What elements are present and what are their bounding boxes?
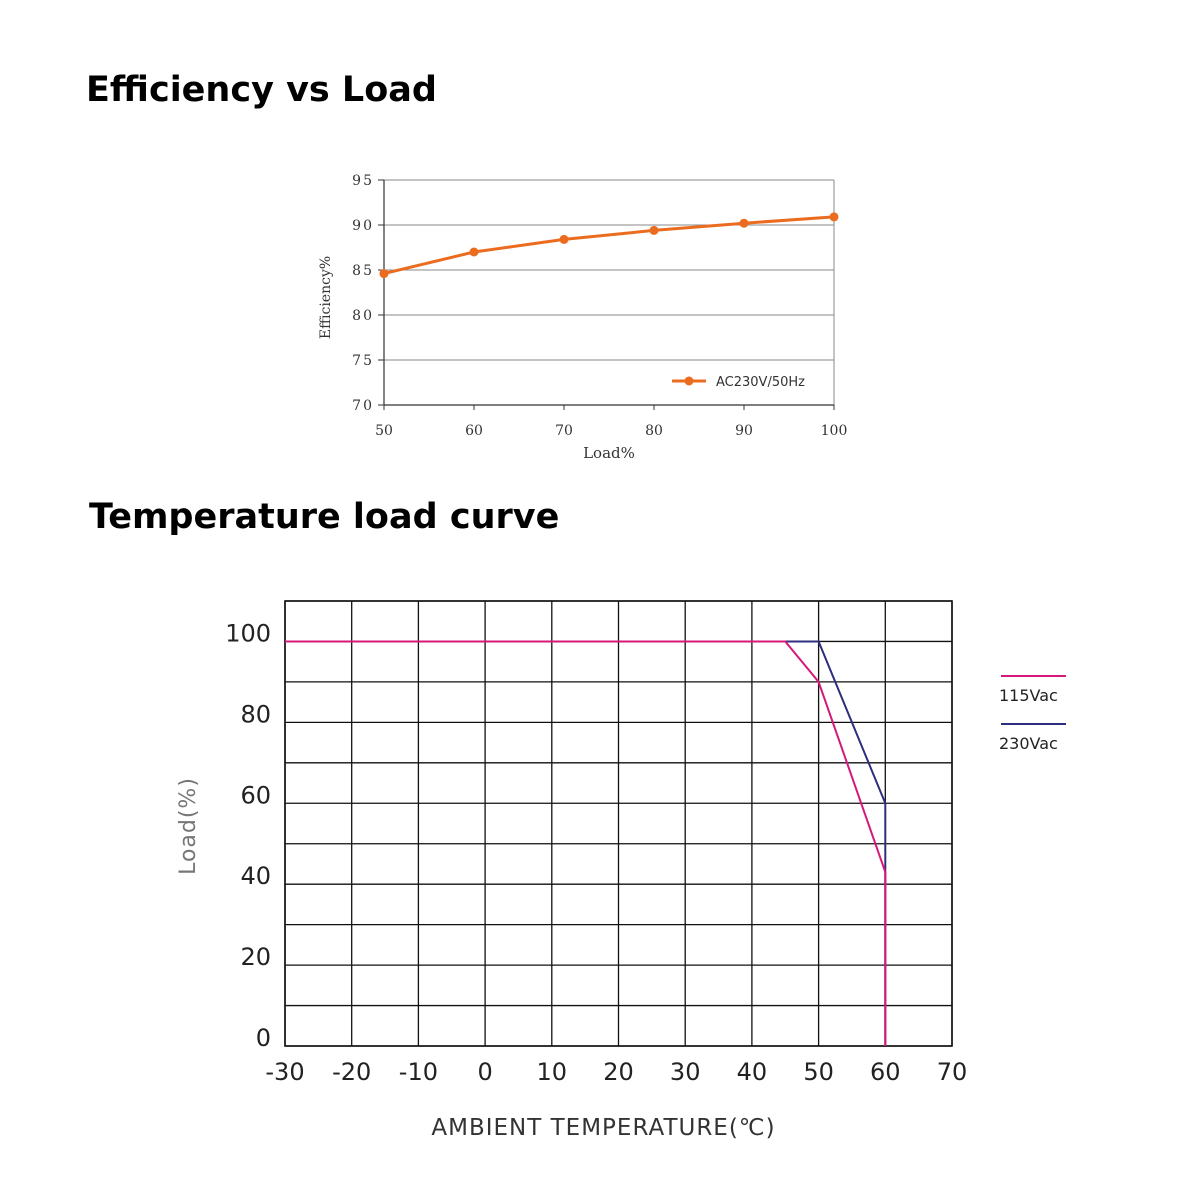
efficiency-y-tick-label: 75 <box>352 353 374 369</box>
efficiency-data-point <box>469 247 479 257</box>
efficiency-data-point <box>829 212 839 222</box>
temperature-x-tick-label: 40 <box>737 1058 768 1086</box>
temperature-legend-label: 230Vac <box>999 734 1058 753</box>
temperature-x-tick-label: 50 <box>803 1058 834 1086</box>
efficiency-legend-marker <box>684 376 694 386</box>
efficiency-y-axis-label: Efficiency% <box>318 256 334 339</box>
temperature-x-tick-label: -20 <box>332 1058 371 1086</box>
efficiency-data-point <box>739 218 749 228</box>
temperature-section-title: Temperature load curve <box>89 497 560 537</box>
efficiency-data-point <box>559 234 569 244</box>
efficiency-x-tick-label: 90 <box>735 423 753 439</box>
temperature-x-tick-label: -10 <box>399 1058 438 1086</box>
efficiency-series-line <box>383 215 835 276</box>
temperature-x-tick-label: 70 <box>937 1058 968 1086</box>
temperature-y-tick-label: 40 <box>240 862 271 890</box>
temperature-x-tick-label: 0 <box>477 1058 492 1086</box>
efficiency-x-tick-label: 80 <box>645 423 663 439</box>
efficiency-legend-label: AC230V/50Hz <box>716 375 805 390</box>
efficiency-section-title: Efficiency vs Load <box>86 70 437 110</box>
efficiency-x-tick-label: 70 <box>555 423 573 439</box>
temperature-x-tick-label: 20 <box>603 1058 634 1086</box>
efficiency-x-tick-label: 60 <box>465 423 483 439</box>
temperature-plot-border <box>284 600 953 1047</box>
efficiency-y-tick-label: 95 <box>352 173 374 189</box>
temperature-x-tick-label: 10 <box>537 1058 568 1086</box>
efficiency-data-point <box>379 269 389 279</box>
temperature-y-tick-label: 20 <box>240 943 271 971</box>
temperature-legend-label: 115Vac <box>999 686 1058 705</box>
efficiency-y-tick-label: 80 <box>352 308 374 324</box>
temperature-y-tick-label: 60 <box>240 781 271 809</box>
temperature-x-axis-label: AMBIENT TEMPERATURE(℃) <box>431 1115 775 1141</box>
temperature-y-tick-label: 80 <box>240 700 271 728</box>
efficiency-y-tick-label: 70 <box>352 398 374 414</box>
efficiency-y-tick-label: 85 <box>352 263 374 279</box>
temperature-x-tick-label: 30 <box>670 1058 701 1086</box>
efficiency-y-tick-label: 90 <box>352 218 374 234</box>
temperature-series-line <box>285 640 887 1046</box>
efficiency-x-tick-label: 100 <box>821 423 848 439</box>
temperature-y-tick-label: 0 <box>256 1024 271 1052</box>
efficiency-x-tick-label: 50 <box>375 423 393 439</box>
temperature-y-tick-label: 100 <box>225 619 271 647</box>
temperature-y-axis-label: Load(%) <box>176 777 201 875</box>
efficiency-data-point <box>649 225 659 235</box>
temperature-x-tick-label: -30 <box>265 1058 304 1086</box>
temperature-x-tick-label: 60 <box>870 1058 901 1086</box>
efficiency-x-axis-label: Load% <box>583 444 635 462</box>
